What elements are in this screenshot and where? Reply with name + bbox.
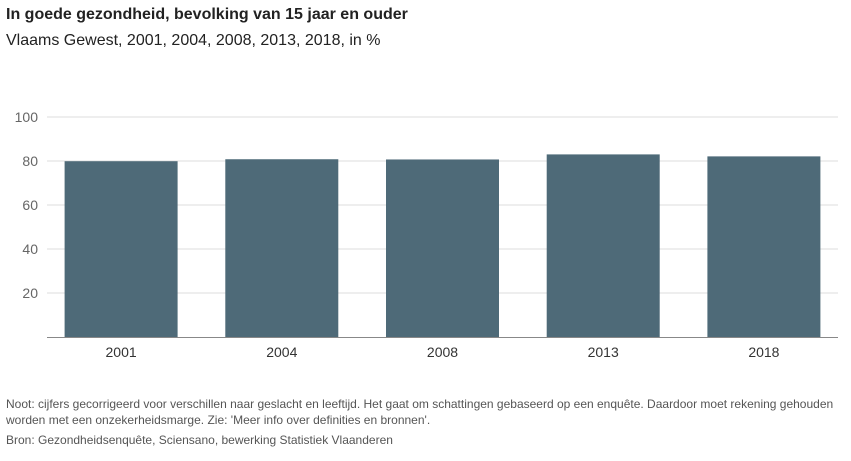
x-tick-label: 2018: [748, 344, 779, 360]
bar-2013: [546, 154, 660, 337]
bar-2004: [225, 159, 339, 337]
chart-title: In goede gezondheid, bevolking van 15 ja…: [6, 6, 408, 23]
chart-subtitle: Vlaams Gewest, 2001, 2004, 2008, 2013, 2…: [6, 32, 381, 49]
footnote: Noot: cijfers gecorrigeerd voor verschil…: [6, 397, 834, 427]
x-tick-label: 2008: [427, 344, 458, 360]
x-axis-ticks: 2001 2004 2008 2013 2018: [106, 344, 780, 360]
source-note: Bron: Gezondheidsenquête, Sciensano, bew…: [6, 433, 393, 447]
x-tick-label: 2004: [266, 344, 297, 360]
x-tick-label: 2001: [106, 344, 137, 360]
bar-2001: [64, 161, 178, 337]
y-tick-label: 80: [22, 153, 38, 169]
y-tick-label: 60: [22, 197, 38, 213]
y-tick-label: 100: [15, 109, 39, 125]
bar-2008: [386, 159, 499, 337]
y-tick-label: 20: [22, 285, 38, 301]
bars: [64, 154, 821, 337]
bar-chart: 20 40 60 80 100 2001 2004 2008 2013 2018: [15, 109, 838, 360]
bar-2018: [707, 156, 821, 337]
y-tick-label: 40: [22, 241, 38, 257]
x-tick-label: 2013: [588, 344, 619, 360]
y-axis-ticks: 20 40 60 80 100: [15, 109, 39, 301]
